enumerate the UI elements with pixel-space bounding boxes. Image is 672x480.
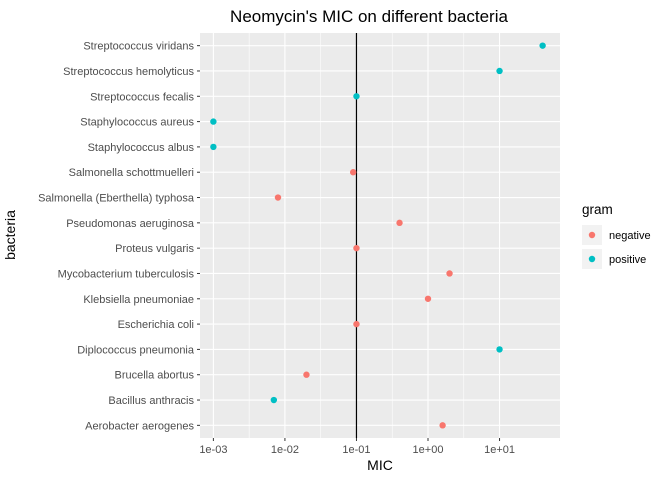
- legend: gram negative positive: [582, 202, 651, 269]
- y-tick-label: Staphylococcus aureus: [80, 117, 194, 129]
- data-point: [349, 169, 357, 176]
- y-axis-label: bacteria: [2, 210, 18, 260]
- data-point: [353, 93, 360, 100]
- data-point: [424, 295, 432, 302]
- data-point: [396, 219, 403, 227]
- legend-key-positive: [588, 255, 596, 263]
- data-point: [496, 67, 503, 75]
- data-point: [353, 320, 360, 328]
- data-point: [210, 143, 217, 151]
- y-tick-label: Escherichia coli: [118, 319, 194, 331]
- legend-label-negative: negative: [609, 230, 651, 242]
- data-point: [539, 42, 546, 49]
- y-tick-label: Klebsiella pneumoniae: [83, 294, 194, 306]
- y-tick-label: Mycobacterium tuberculosis: [58, 268, 195, 280]
- y-tick-label: Pseudomonas aeruginosa: [66, 218, 195, 230]
- x-axis-label: MIC: [367, 457, 393, 473]
- data-point: [270, 396, 278, 404]
- y-tick-label: Streptococcus viridans: [83, 41, 194, 53]
- legend-key-negative: [588, 231, 596, 239]
- data-point: [353, 244, 360, 252]
- data-point: [303, 371, 310, 378]
- x-tick-label: 1e+00: [413, 444, 444, 456]
- minor-gridlines: [248, 33, 465, 438]
- x-tick-label: 1e-02: [271, 444, 299, 456]
- y-tick-label: Streptococcus fecalis: [90, 91, 194, 103]
- y-tick-label: Proteus vulgaris: [115, 243, 194, 255]
- data-point: [496, 346, 503, 353]
- x-tick-label: 1e-01: [342, 444, 370, 456]
- legend-entries: negative positive: [582, 225, 651, 269]
- x-tick-label: 1e-03: [199, 444, 227, 456]
- data-point: [210, 118, 217, 125]
- legend-title: gram: [582, 202, 613, 217]
- y-tick-label: Diplococcus pneumonia: [77, 344, 195, 356]
- legend-label-positive: positive: [609, 254, 646, 266]
- x-axis-ticks: 1e-03 1e-02 1e-01 1e+00 1e+01: [199, 438, 515, 456]
- y-tick-label: Staphylococcus albus: [88, 142, 195, 154]
- chart-title: Neomycin's MIC on different bacteria: [230, 7, 508, 26]
- data-points: [210, 42, 546, 429]
- y-axis-ticks: Streptococcus viridans Streptococcus hemo…: [38, 41, 200, 432]
- plot-panel: [200, 33, 560, 438]
- y-tick-label: Salmonella (Eberthella) typhosa: [38, 193, 195, 205]
- y-tick-label: Salmonella schottmuelleri: [69, 167, 194, 179]
- y-tick-label: Aerobacter aerogenes: [85, 420, 194, 432]
- data-point: [446, 270, 453, 277]
- x-tick-label: 1e+01: [484, 444, 515, 456]
- data-point: [274, 194, 282, 201]
- y-tick-label: Brucella abortus: [115, 370, 195, 382]
- y-tick-label: Bacillus anthracis: [108, 395, 194, 407]
- y-tick-label: Streptococcus hemolyticus: [63, 66, 194, 78]
- data-point: [439, 422, 446, 429]
